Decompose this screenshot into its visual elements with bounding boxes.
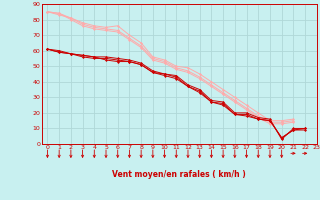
X-axis label: Vent moyen/en rafales ( km/h ): Vent moyen/en rafales ( km/h ) bbox=[112, 170, 246, 179]
